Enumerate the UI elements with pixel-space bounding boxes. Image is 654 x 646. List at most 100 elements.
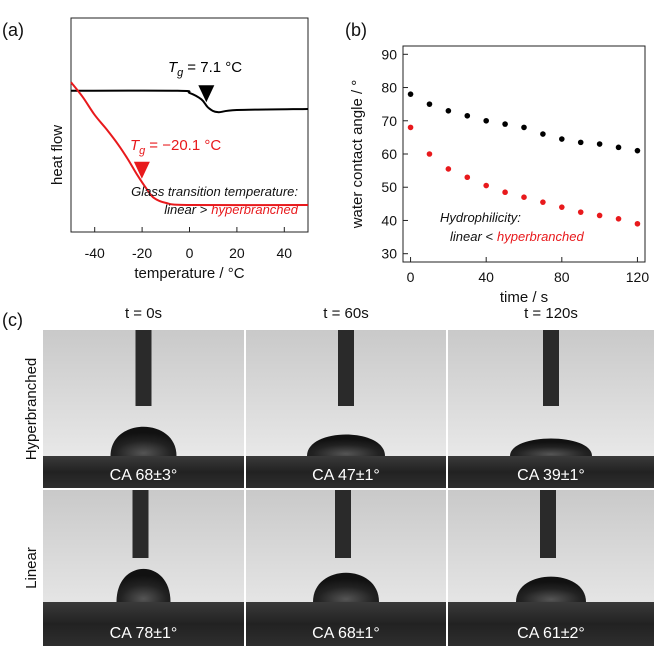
x-tick-label: 20 [229, 245, 245, 261]
data-point [445, 108, 452, 114]
note-line: linear < hyperbranched [450, 229, 584, 244]
data-point [559, 136, 565, 142]
note-line: linear > hyperbranched [164, 202, 298, 217]
x-tick-label: 120 [626, 269, 650, 285]
data-point [634, 147, 641, 154]
y-tick-label: 80 [381, 80, 397, 96]
column-label: t = 0s [125, 305, 162, 322]
data-point [483, 117, 489, 124]
contact-angle-label: CA 39±1° [517, 467, 585, 484]
tg-subscript: g [139, 145, 146, 157]
dsc-curve [70, 89, 309, 114]
tg-annotation: Tg = 7.1 °C [168, 59, 242, 79]
data-point [577, 139, 584, 146]
tg-subscript: g [177, 67, 184, 79]
y-tick-label: 90 [381, 46, 397, 62]
data-point [502, 121, 508, 127]
contact-angle-label: CA 68±3° [110, 467, 178, 484]
panel-label: (a) [2, 20, 24, 40]
needle [335, 490, 351, 558]
x-tick-label: 80 [554, 269, 570, 285]
droplet [510, 438, 592, 456]
substrate [448, 456, 654, 488]
y-tick-label: 40 [381, 212, 397, 228]
x-tick-label: 0 [407, 269, 415, 285]
y-axis-label: water contact angle / ° [349, 80, 366, 230]
note-text: linear < [450, 229, 493, 244]
tg-annotation: Tg = −20.1 °C [130, 137, 221, 157]
data-point [596, 141, 603, 147]
x-axis-label: temperature / °C [134, 265, 244, 282]
droplet [516, 576, 586, 602]
data-point [559, 204, 565, 210]
column-label: t = 60s [323, 305, 368, 322]
plot-frame [70, 17, 309, 233]
tg-text: = 7.1 °C [187, 59, 242, 76]
needle [338, 330, 354, 406]
note-text: linear > [164, 202, 207, 217]
x-tick-label: 40 [277, 245, 293, 261]
needle [135, 330, 152, 406]
tg-symbol: T [168, 59, 179, 76]
data-point [464, 112, 471, 119]
y-tick-label: 30 [381, 246, 397, 262]
column-label: t = 120s [524, 305, 578, 322]
data-point [502, 189, 508, 196]
droplet [313, 572, 379, 602]
panel-label: (c) [2, 310, 23, 330]
substrate [246, 602, 446, 646]
data-point [445, 166, 452, 172]
data-point [426, 151, 433, 157]
data-point [521, 194, 527, 200]
note-highlight: hyperbranched [497, 229, 584, 244]
x-tick-label: -40 [85, 245, 105, 261]
tg-symbol: T [130, 137, 141, 154]
droplet [110, 426, 177, 456]
y-tick-label: 60 [381, 146, 397, 162]
panel-label: (b) [345, 20, 367, 40]
y-tick-label: 50 [381, 179, 397, 195]
substrate [43, 456, 244, 488]
y-axis-label: heat flow [49, 125, 66, 185]
data-point [615, 216, 622, 222]
data-point [540, 131, 546, 137]
needle [540, 490, 556, 558]
substrate [246, 456, 446, 488]
data-point [540, 199, 546, 205]
y-tick-label: 70 [381, 113, 397, 129]
droplet [307, 434, 385, 456]
needle [132, 490, 149, 558]
data-point [407, 124, 414, 131]
data-point [426, 101, 433, 107]
data-point [615, 144, 622, 151]
tg-text: = −20.1 °C [149, 137, 221, 154]
row-label: Linear [23, 547, 40, 589]
contact-angle-label: CA 61±2° [517, 625, 585, 642]
note-highlight: hyperbranched [211, 202, 298, 217]
row-label: Hyperbranched [23, 358, 40, 461]
contact-angle-label: CA 78±1° [110, 625, 178, 642]
data-point [577, 209, 584, 215]
tg-marker [133, 161, 150, 179]
note-line: Glass transition temperature: [131, 184, 298, 199]
x-tick-label: 0 [186, 245, 194, 261]
data-point [483, 182, 489, 189]
needle [543, 330, 559, 406]
data-point [596, 212, 603, 219]
data-point [464, 174, 471, 181]
x-axis-label: time / s [500, 289, 548, 306]
x-tick-label: 40 [478, 269, 494, 285]
tg-marker [198, 85, 215, 103]
data-point [521, 124, 527, 131]
data-point [407, 91, 414, 97]
note-line: Hydrophilicity: [440, 210, 521, 225]
contact-angle-label: CA 47±1° [312, 467, 380, 484]
substrate [448, 602, 654, 646]
contact-angle-label: CA 68±1° [312, 625, 380, 642]
data-point [634, 220, 641, 227]
substrate [43, 602, 244, 646]
droplet [116, 568, 171, 602]
x-tick-label: -20 [132, 245, 152, 261]
